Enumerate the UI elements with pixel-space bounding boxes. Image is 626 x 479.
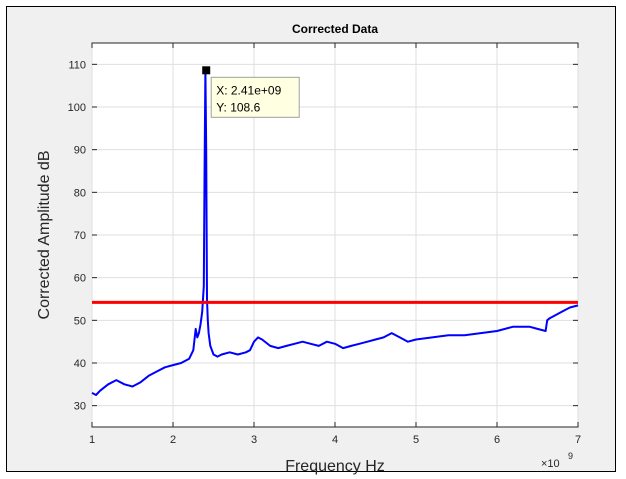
x-tick-label: 2	[170, 434, 176, 446]
chart-title: Corrected Data	[292, 22, 378, 36]
y-tick-label: 110	[68, 59, 86, 71]
x-tick-label: 5	[413, 434, 419, 446]
y-tick-label: 90	[74, 145, 86, 157]
y-axis-label: Corrected Amplitude dB	[36, 151, 53, 320]
y-tick-label: 100	[68, 102, 86, 114]
y-tick-label: 80	[74, 187, 86, 199]
datatip-marker[interactable]	[202, 66, 211, 75]
datatip-x-label: X: 2.41e+09	[216, 83, 281, 97]
datatip-box	[210, 76, 300, 118]
x-tick-label: 7	[575, 434, 581, 446]
y-tick-label: 50	[74, 315, 86, 327]
grid	[91, 43, 579, 427]
tick-labels: 1 2 3 4 5 6 7 30 40 50 60 70 80 90 100 110	[68, 59, 581, 446]
series-line-1	[91, 69, 579, 396]
x-axis-label: Frequency Hz	[285, 458, 385, 475]
x-tick-label: 4	[332, 434, 338, 446]
x-tick-label: 1	[89, 434, 95, 446]
x-exponent-label: ×10	[541, 458, 560, 470]
y-tick-label: 40	[74, 358, 86, 370]
series-group	[91, 69, 579, 396]
x-exponent-power: 9	[568, 451, 573, 461]
y-tick-label: 60	[74, 273, 86, 285]
datatip-y-label: Y: 108.6	[216, 100, 260, 114]
y-tick-label: 30	[74, 401, 86, 413]
y-tick-label: 70	[74, 230, 86, 242]
x-tick-label: 6	[494, 434, 500, 446]
datatip[interactable]: X: 2.41e+09 Y: 108.6	[202, 66, 300, 118]
x-tick-label: 3	[251, 434, 257, 446]
